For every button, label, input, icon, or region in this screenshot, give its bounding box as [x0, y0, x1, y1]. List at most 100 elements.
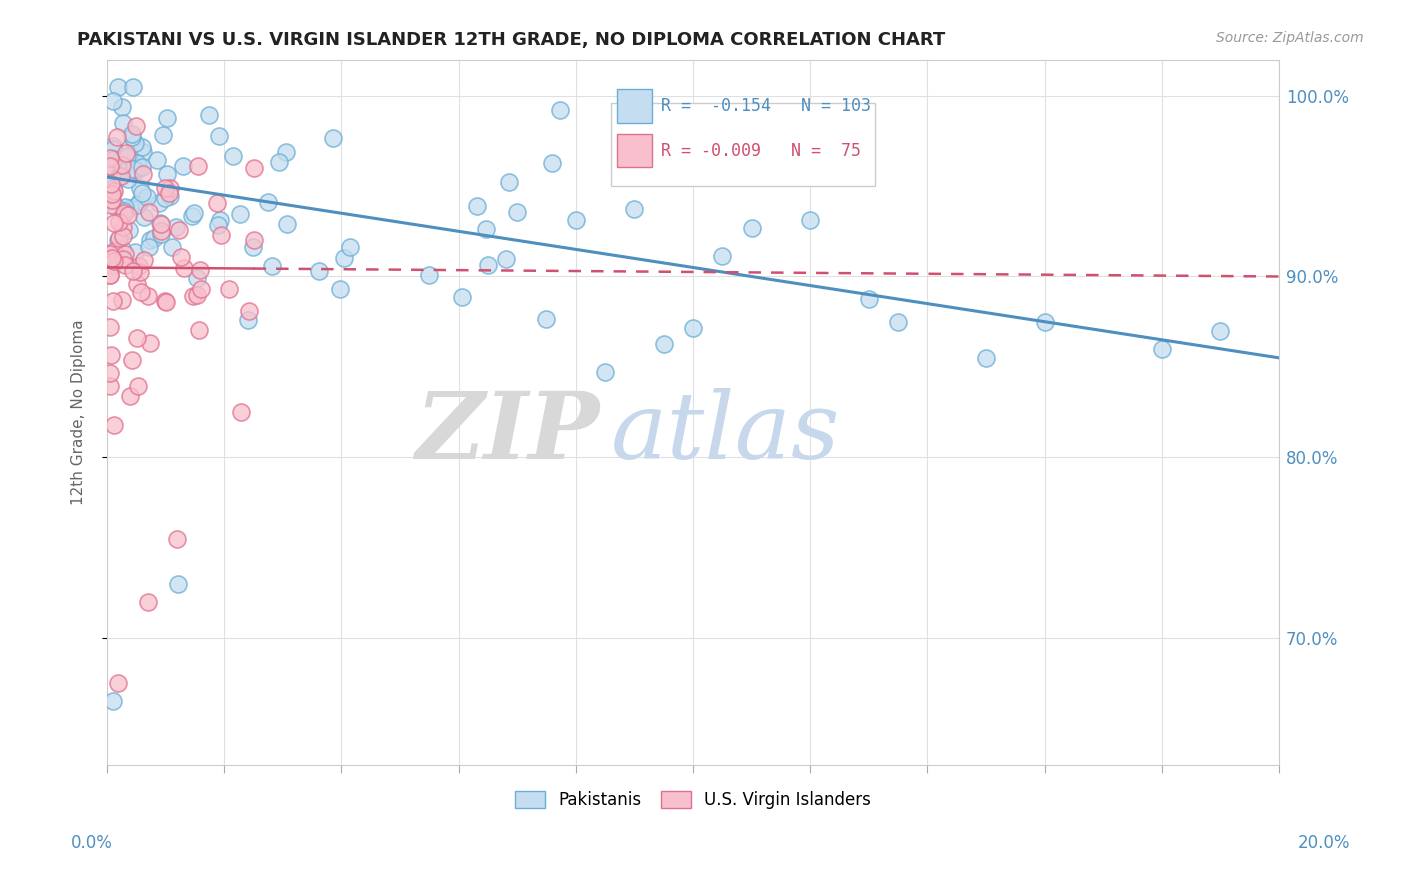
Point [101, 259, 124, 273]
Point [125, 119, 148, 133]
Point [103, 152, 125, 166]
Point [125, 277, 148, 291]
Point [107, 676, 129, 690]
Point [143, 231, 166, 245]
Point [260, 260, 283, 274]
Point [242, 233, 264, 247]
Point [242, 240, 264, 254]
Point [98, 379, 121, 393]
Point [149, 227, 172, 241]
Point [167, 576, 190, 591]
Point [129, 265, 152, 279]
Point [329, 282, 352, 296]
Text: 20.0%: 20.0% [1298, 834, 1351, 852]
Point [101, 94, 124, 108]
Point [190, 282, 212, 296]
Point [238, 303, 260, 318]
Text: R =  -0.154   N = 103: R = -0.154 N = 103 [661, 97, 872, 115]
Point [322, 130, 344, 145]
Point [475, 222, 498, 236]
Point [159, 181, 181, 195]
Point [682, 321, 704, 335]
Point [114, 200, 136, 214]
Point [103, 216, 125, 230]
Point [118, 202, 141, 216]
Point [218, 282, 240, 296]
Point [188, 323, 211, 337]
Point [117, 171, 139, 186]
Point [1150, 342, 1173, 356]
Point [131, 161, 153, 175]
Point [124, 136, 146, 150]
Point [108, 169, 131, 183]
Point [170, 250, 193, 264]
Point [111, 116, 134, 130]
Point [167, 223, 190, 237]
Point [228, 207, 250, 221]
Point [274, 145, 297, 159]
Point [132, 167, 155, 181]
Point [138, 205, 160, 219]
Point [118, 149, 141, 163]
Point [117, 208, 139, 222]
Point [495, 252, 517, 266]
Point [98, 268, 121, 282]
Point [122, 156, 145, 170]
FancyBboxPatch shape [612, 103, 875, 186]
Point [565, 213, 588, 227]
Point [112, 252, 135, 267]
Point [98, 268, 121, 282]
Point [125, 198, 148, 212]
Y-axis label: 12th Grade, No Diploma: 12th Grade, No Diploma [72, 319, 86, 505]
Point [112, 229, 135, 244]
Point [506, 205, 529, 219]
Point [1033, 315, 1056, 329]
Text: R = -0.009   N =  75: R = -0.009 N = 75 [661, 142, 862, 161]
Point [1209, 324, 1232, 338]
Point [103, 184, 125, 198]
Point [98, 366, 121, 380]
Point [157, 186, 180, 200]
Point [112, 203, 135, 218]
Point [333, 251, 356, 265]
Point [208, 213, 231, 227]
Point [136, 289, 159, 303]
Point [221, 149, 243, 163]
Point [155, 295, 177, 310]
Point [711, 249, 734, 263]
Point [107, 79, 129, 94]
Text: Source: ZipAtlas.com: Source: ZipAtlas.com [1216, 31, 1364, 45]
Point [498, 175, 520, 189]
Point [418, 268, 440, 282]
Point [118, 223, 141, 237]
Point [101, 193, 124, 207]
Point [101, 142, 124, 156]
Point [858, 292, 880, 306]
Point [134, 252, 156, 267]
FancyBboxPatch shape [617, 89, 652, 123]
Point [550, 103, 572, 117]
Point [974, 351, 997, 365]
Point [540, 156, 562, 170]
Point [153, 181, 176, 195]
Point [112, 219, 135, 234]
Point [172, 159, 194, 173]
Point [128, 259, 150, 273]
Point [465, 199, 488, 213]
Point [112, 206, 135, 220]
Point [101, 161, 124, 175]
Point [173, 260, 195, 275]
Point [108, 231, 131, 245]
Point [101, 694, 124, 708]
Point [121, 79, 143, 94]
Point [156, 111, 179, 125]
Point [198, 107, 221, 121]
Point [103, 418, 125, 433]
Point [111, 158, 134, 172]
Point [115, 145, 138, 160]
Point [103, 253, 125, 268]
Point [187, 159, 209, 173]
Point [208, 128, 231, 143]
Point [146, 153, 169, 168]
Point [98, 159, 121, 173]
